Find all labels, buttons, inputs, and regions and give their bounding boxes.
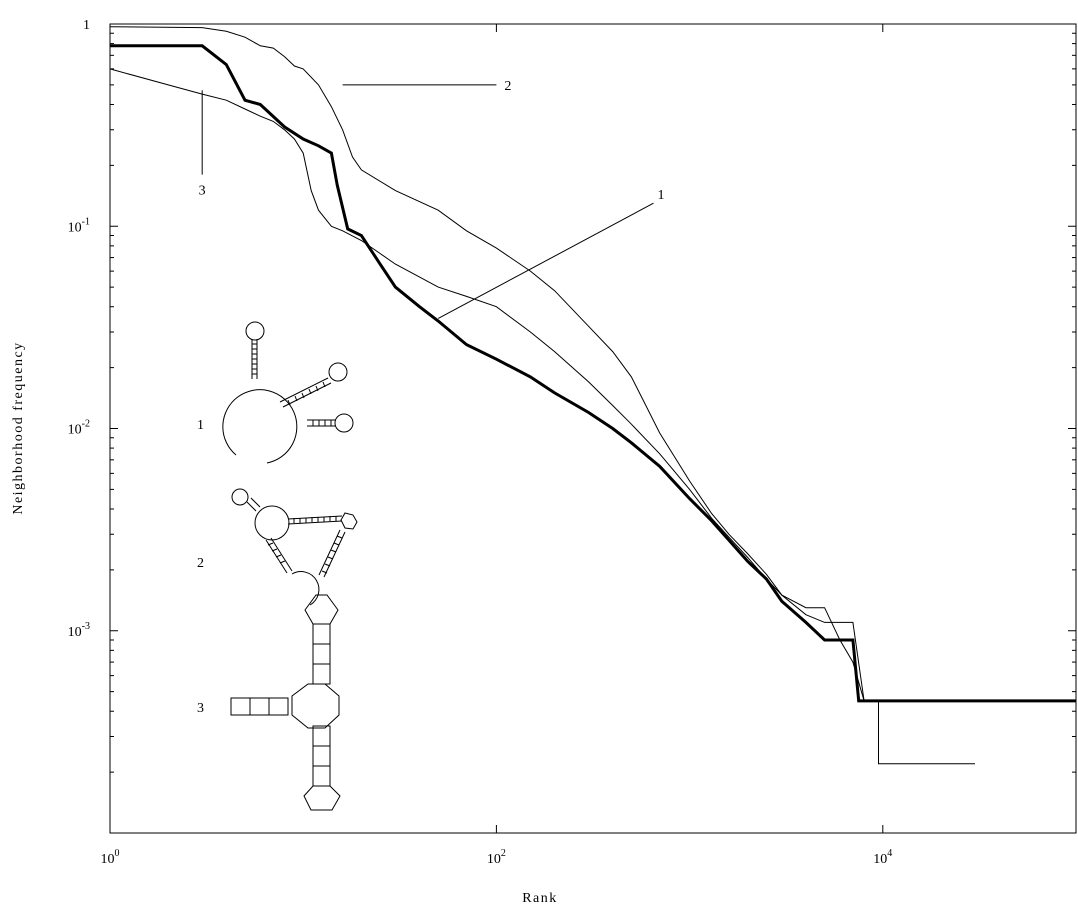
x-tick-label: 102 <box>487 848 506 867</box>
axis-ticks <box>109 24 1076 834</box>
annotation-leader-1 <box>438 202 654 319</box>
structure-label-3: 3 <box>197 701 204 716</box>
series-line-2 <box>109 26 1076 702</box>
annotation-label-3: 3 <box>199 184 206 199</box>
structure-label-1: 1 <box>197 418 204 433</box>
y-tick-label: 10-1 <box>68 216 90 235</box>
series-line-3 <box>109 68 975 765</box>
structure-diagram-1 <box>222 321 354 464</box>
y-tick-label: 10-2 <box>68 419 90 438</box>
annotation-label-1: 1 <box>657 188 664 203</box>
structure-diagram-2 <box>231 488 358 606</box>
x-tick-label: 104 <box>873 848 892 867</box>
y-tick-label: 1 <box>83 18 90 33</box>
structure-label-2: 2 <box>197 556 204 571</box>
series-annotations: 1 2 3 <box>199 79 664 319</box>
axis-tick-labels: 100 102 104 1 10-1 10-2 10-3 <box>68 18 893 867</box>
x-axis-title: Rank <box>522 891 558 906</box>
structure-labels: 1 2 3 <box>197 418 204 716</box>
series-layer <box>109 26 1076 765</box>
series-line-1 <box>110 44 1076 703</box>
y-tick-label: 10-3 <box>68 621 90 640</box>
structure-diagram-3 <box>230 594 341 811</box>
x-tick-label: 100 <box>101 848 120 867</box>
annotation-label-2: 2 <box>504 79 511 94</box>
plot-frame <box>109 23 1077 834</box>
y-axis-title: Neighborhood frequency <box>11 341 26 514</box>
